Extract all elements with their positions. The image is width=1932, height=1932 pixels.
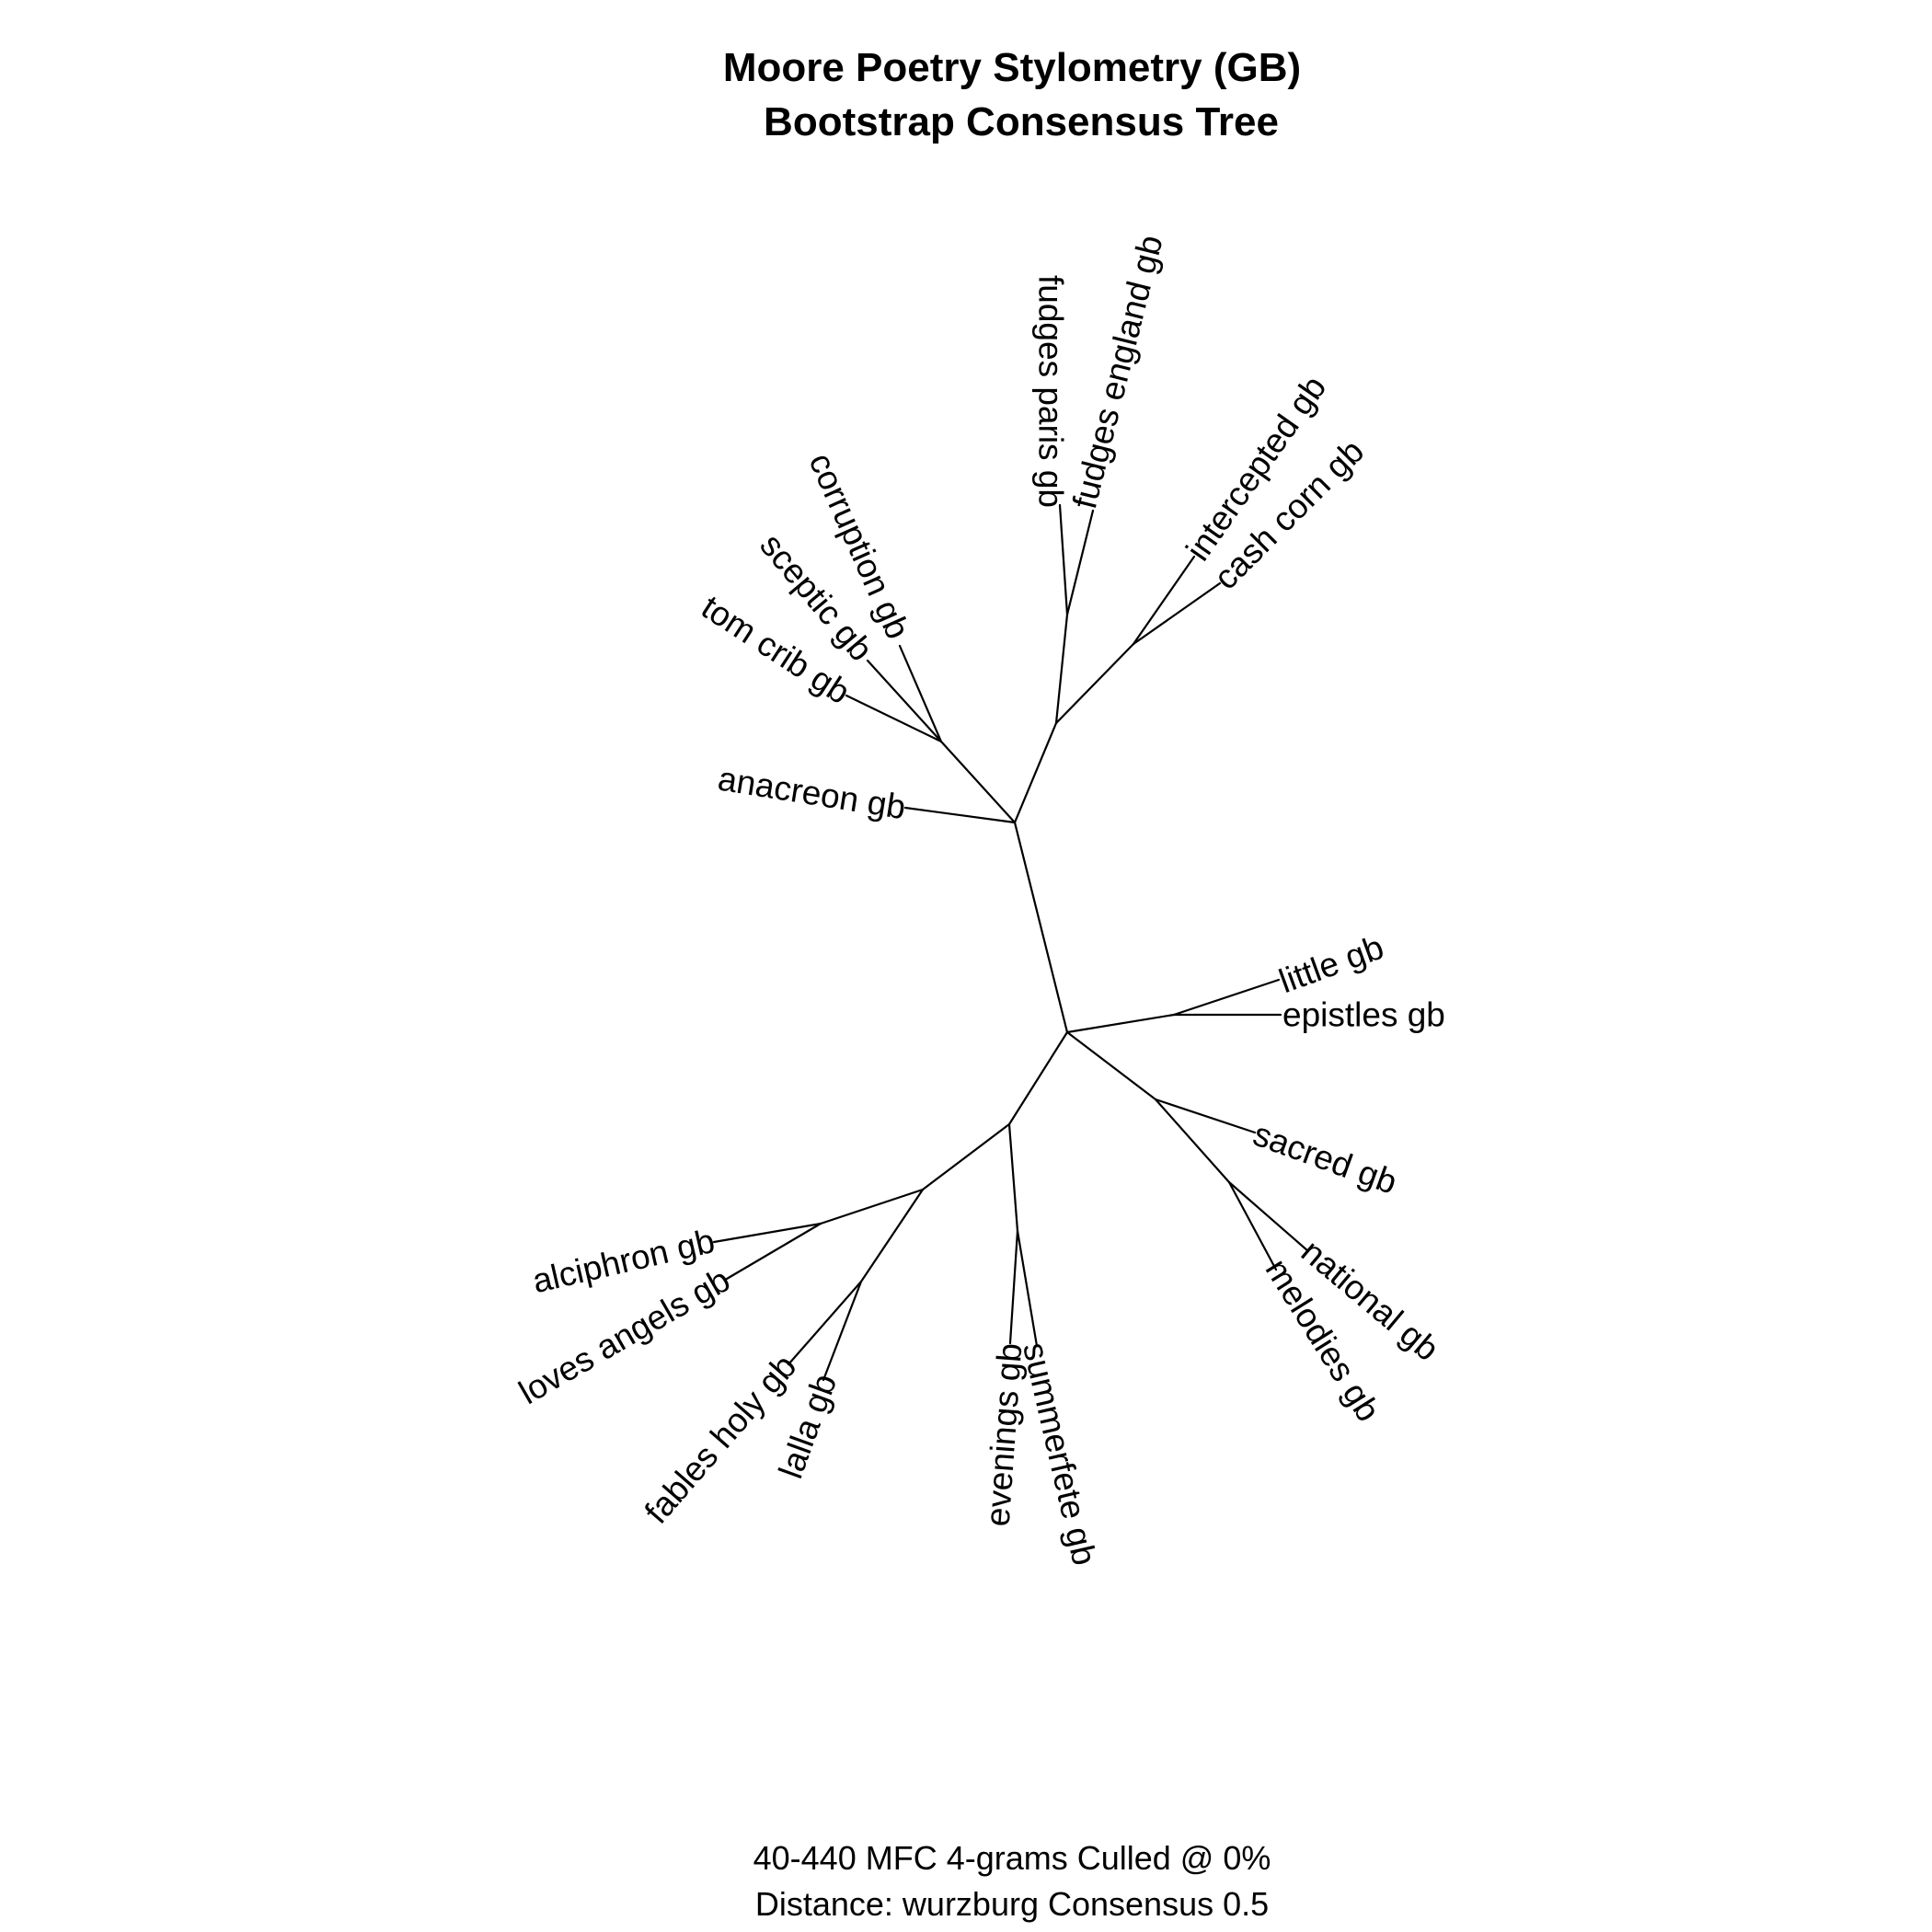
tree-edges bbox=[712, 503, 1310, 1382]
tree-edge-lal-fab bbox=[859, 1188, 925, 1283]
tree-edge-leaf-loves-angels bbox=[725, 1222, 822, 1281]
leaf-label-anacreon: anacreon gb bbox=[716, 760, 909, 827]
tree-edge-leaf-fables-holy bbox=[787, 1280, 863, 1366]
subtitle-line-2: Distance: wurzburg Consensus 0.5 bbox=[755, 1885, 1269, 1923]
tree-edge-mid-mel bbox=[1154, 1098, 1231, 1184]
tree-edge-top-crib bbox=[939, 740, 1017, 824]
leaf-label-little: little gb bbox=[1274, 928, 1388, 1001]
tree-edge-low-eve bbox=[1007, 1122, 1019, 1233]
tree-edge-leaf-lalla bbox=[822, 1280, 863, 1382]
tree-edge-top-fudA bbox=[1013, 721, 1058, 824]
tree-edge-leaf-sacred bbox=[1154, 1098, 1257, 1134]
tree-edge-leaf-fudges-england bbox=[1065, 509, 1095, 616]
leaf-label-sacred: sacred gb bbox=[1248, 1115, 1402, 1202]
tree-edge-leaf-fudges-paris bbox=[1058, 503, 1069, 616]
leaf-label-fables-holy: fables holy gb bbox=[638, 1348, 804, 1531]
tree-edge-leaf-cash-corn bbox=[1132, 581, 1222, 646]
leaf-label-summerfete: summerfete gb bbox=[1016, 1339, 1103, 1569]
tree-edge-leaf-evenings bbox=[1008, 1229, 1019, 1345]
tree-edge-fudA-intA bbox=[1054, 642, 1135, 725]
title-line-1: Moore Poetry Stylometry (GB) bbox=[723, 45, 1301, 90]
tree-edge-leaf-intercepted bbox=[1132, 555, 1196, 646]
leaf-label-fudges-england: fudges england gb bbox=[1065, 232, 1169, 512]
tree-edge-leaf-sceptic bbox=[866, 659, 943, 743]
tree-edge-low-lal bbox=[921, 1122, 1011, 1191]
tree-edge-leaf-tom-crib bbox=[845, 694, 943, 743]
leaf-label-fudges-paris: fudges paris gb bbox=[1032, 275, 1070, 508]
tree-edge-root-mid bbox=[1065, 1030, 1157, 1101]
tree-edge-leaf-national bbox=[1227, 1180, 1310, 1253]
subtitle-line-1: 40-440 MFC 4-grams Culled @ 0% bbox=[753, 1839, 1271, 1877]
title-line-2: Bootstrap Consensus Tree bbox=[764, 99, 1279, 144]
tree-edge-leaf-summerfete bbox=[1016, 1229, 1039, 1348]
tree-edge-root-low bbox=[1007, 1030, 1069, 1126]
tree-edge-leaf-anacreon bbox=[903, 806, 1017, 824]
leaf-label-epistles: epistles gb bbox=[1282, 996, 1445, 1034]
tree-edge-leaf-melodies bbox=[1227, 1180, 1278, 1271]
tree-edge-leaf-little bbox=[1172, 978, 1281, 1017]
tree-edge-lal-alc bbox=[819, 1188, 925, 1225]
tree-edge-leaf-alciphron bbox=[712, 1222, 822, 1244]
tree-edge-fudA-fud bbox=[1054, 613, 1069, 725]
tree-edge-leaf-corruption bbox=[898, 644, 943, 743]
tree-edge-root-top bbox=[1013, 821, 1069, 1034]
tree-edge-root-lit bbox=[1065, 1013, 1176, 1034]
